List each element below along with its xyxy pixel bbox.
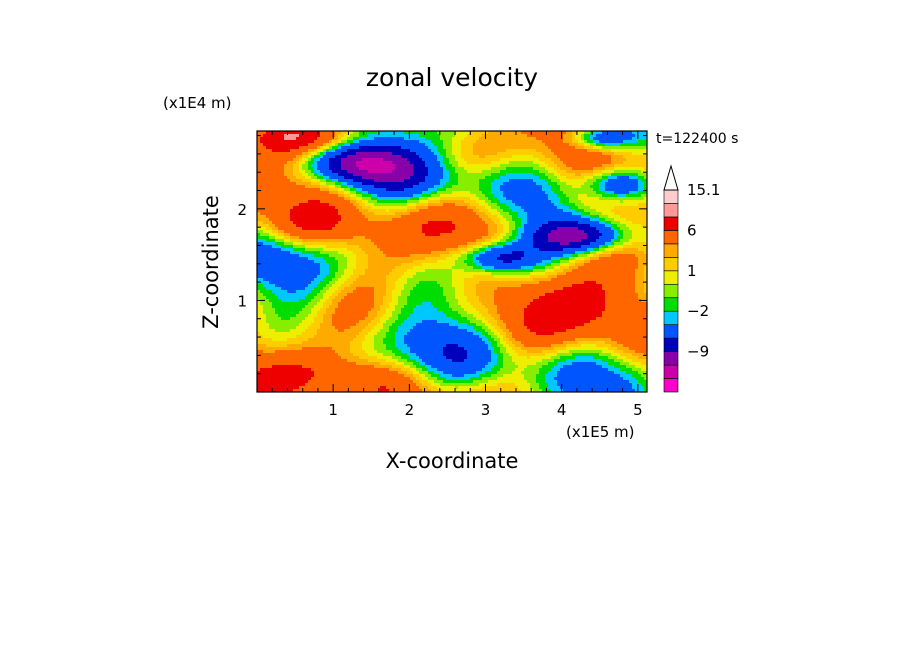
colorbar-swatch <box>663 257 679 272</box>
y-tick-label: 1 <box>237 292 247 310</box>
colorbar-swatch <box>663 337 679 352</box>
colorbar-label: −9 <box>687 343 709 361</box>
colorbar-extend-arrow <box>663 164 679 191</box>
x-tick-label: 5 <box>633 401 643 419</box>
y-axis-label: Z-coordinate <box>199 195 223 329</box>
x-tick-label: 2 <box>405 401 415 419</box>
colorbar-swatch <box>663 243 679 258</box>
colorbar-swatch <box>663 216 679 231</box>
colorbar-swatch <box>663 283 679 299</box>
x-axis-label: X-coordinate <box>386 449 519 473</box>
colorbar-swatch <box>663 378 679 393</box>
colorbar-swatch <box>663 364 679 379</box>
x-tick-label: 4 <box>557 401 567 419</box>
colorbar-swatch <box>663 310 679 325</box>
colorbar-label: 15.1 <box>687 181 720 199</box>
contour-field <box>257 131 647 392</box>
colorbar-swatch <box>663 230 679 245</box>
colorbar-label: −2 <box>687 302 709 320</box>
y-tick-label: 2 <box>237 201 247 219</box>
x-unit-label: (x1E5 m) <box>566 423 635 441</box>
colorbar-label: 6 <box>687 221 697 239</box>
colorbar-swatch <box>663 270 679 285</box>
y-axis: 12 <box>237 135 647 375</box>
x-axis: 1 2 3 4 5 <box>271 131 643 419</box>
colorbar-swatch <box>663 324 679 339</box>
x-tick-label: 1 <box>328 401 338 419</box>
colorbar: 15.1 6 1 −2 −9 <box>663 164 720 393</box>
colorbar-swatch <box>663 189 679 204</box>
colorbar-swatch <box>663 203 679 218</box>
time-label: t=122400 s <box>656 131 738 147</box>
colorbar-swatch <box>663 297 679 312</box>
chart-title: zonal velocity <box>366 63 538 92</box>
plot-frame <box>256 130 648 393</box>
x-tick-label: 3 <box>481 401 491 419</box>
colorbar-label: 1 <box>687 262 697 280</box>
y-unit-label: (x1E4 m) <box>163 94 232 112</box>
colorbar-swatch <box>663 351 679 366</box>
